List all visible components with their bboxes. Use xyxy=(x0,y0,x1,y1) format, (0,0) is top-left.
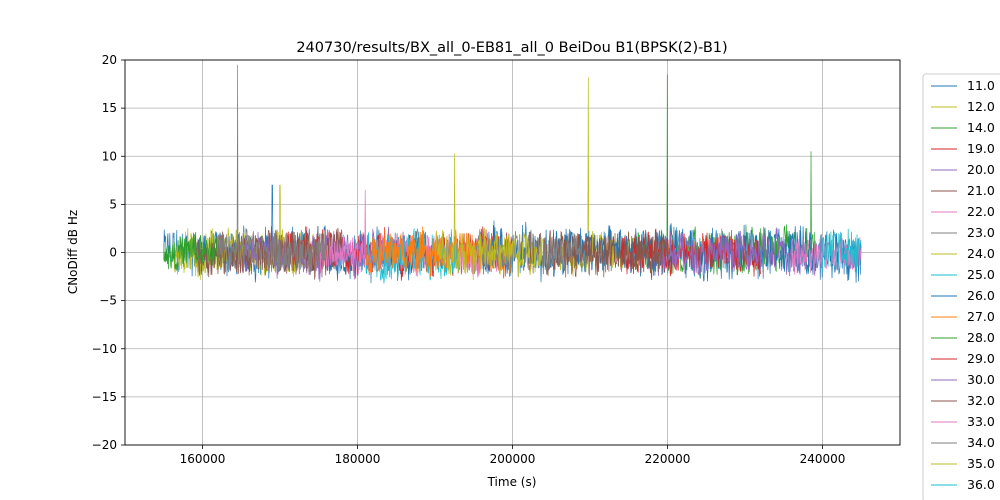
x-axis: 160000 180000 200000 220000 240000 xyxy=(180,445,846,466)
legend-entry-21.0: 21.0 xyxy=(967,183,995,198)
legend-entry-20.0: 20.0 xyxy=(967,162,995,177)
series-line-28.0 xyxy=(163,232,219,271)
legend: 11.0 12.0 14.0 19.0 20.0 21.0 22.0 23.0 24.0 25.0… xyxy=(922,73,1000,500)
y-tick-label: 10 xyxy=(102,149,117,163)
legend-entry-33.0: 33.0 xyxy=(967,414,995,429)
series-line-35.0 xyxy=(434,153,544,281)
legend-entry-35.0: 35.0 xyxy=(967,456,995,471)
x-tick-label: 180000 xyxy=(335,452,381,466)
y-tick-label: 5 xyxy=(109,197,117,211)
y-axis: −20 −15 −10 −5 0 5 10 15 20 xyxy=(92,53,125,452)
chart-title: 240730/results/BX_all_0-EB81_all_0 BeiDo… xyxy=(296,40,727,56)
x-tick-label: 200000 xyxy=(490,452,536,466)
y-axis-label: CNoDiff dB Hz xyxy=(66,210,80,294)
y-tick-label: −5 xyxy=(99,294,117,308)
legend-entry-23.0: 23.0 xyxy=(967,225,995,240)
legend-entry-22.0: 22.0 xyxy=(967,204,995,219)
series-group xyxy=(163,64,862,284)
legend-entry-36.0: 36.0 xyxy=(967,477,995,492)
legend-entry-26.0: 26.0 xyxy=(967,288,995,303)
legend-entry-27.0: 27.0 xyxy=(967,309,995,324)
series-line-25.0 xyxy=(364,228,459,284)
series-line-30.0 xyxy=(651,226,808,277)
legend-entry-25.0: 25.0 xyxy=(967,267,995,282)
legend-entry-32.0: 32.0 xyxy=(967,393,995,408)
x-axis-label: Time (s) xyxy=(487,475,537,489)
y-tick-label: 0 xyxy=(109,246,117,260)
legend-entry-30.0: 30.0 xyxy=(967,372,995,387)
legend-entry-11.0: 11.0 xyxy=(967,78,995,93)
legend-entry-19.0: 19.0 xyxy=(967,141,995,156)
x-tick-label: 160000 xyxy=(180,452,226,466)
y-tick-label: −10 xyxy=(92,342,117,356)
y-tick-label: −20 xyxy=(92,438,117,452)
y-tick-label: 20 xyxy=(102,53,117,67)
legend-entry-34.0: 34.0 xyxy=(967,435,995,450)
legend-entry-14.0: 14.0 xyxy=(967,120,995,135)
x-tick-label: 220000 xyxy=(645,452,691,466)
y-tick-label: −15 xyxy=(92,390,117,404)
x-tick-label: 240000 xyxy=(800,452,846,466)
legend-box xyxy=(922,73,1000,500)
legend-entry-12.0: 12.0 xyxy=(967,99,995,114)
y-tick-label: 15 xyxy=(102,101,117,115)
series-line-36.0 xyxy=(822,228,862,273)
series-line-23.0 xyxy=(217,64,327,276)
legend-entry-29.0: 29.0 xyxy=(967,351,995,366)
legend-entry-24.0: 24.0 xyxy=(967,246,995,261)
legend-entry-28.0: 28.0 xyxy=(967,330,995,345)
